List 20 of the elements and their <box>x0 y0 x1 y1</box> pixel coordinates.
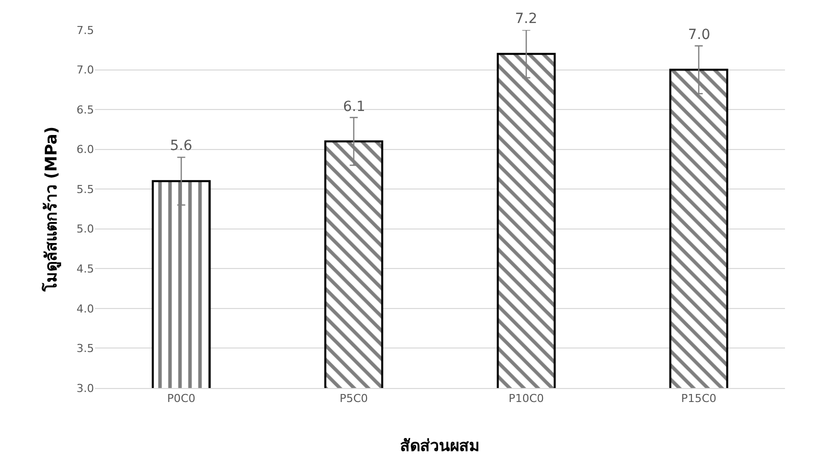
y-tick-label: 4.5 <box>76 262 94 276</box>
y-tick-label: 6.0 <box>76 143 94 156</box>
x-tick-label: P10C0 <box>508 392 544 406</box>
y-tick-label: 4.0 <box>76 302 94 316</box>
y-tick-label: 5.0 <box>76 222 94 236</box>
y-tick-label: 3.0 <box>76 382 94 395</box>
x-tick-label: P5C0 <box>340 392 368 406</box>
data-label: 7.2 <box>515 11 538 27</box>
y-tick-label: 7.5 <box>76 24 94 37</box>
y-tick-label: 3.5 <box>76 342 94 356</box>
x-tick-label: P15C0 <box>681 392 716 406</box>
data-label: 7.0 <box>688 27 710 43</box>
y-tick-label: 5.5 <box>76 182 94 196</box>
data-label: 5.6 <box>170 138 192 154</box>
y-tick-label: 7.0 <box>76 64 94 77</box>
y-tick-label: 6.5 <box>76 103 94 116</box>
x-tick-label: P0C0 <box>167 392 196 406</box>
y-axis-title: โมดูลัสแตกร้าว (MPa) <box>40 126 62 293</box>
x-axis-title: สัดส่วนผสม <box>400 436 480 455</box>
data-label: 6.1 <box>343 99 366 115</box>
